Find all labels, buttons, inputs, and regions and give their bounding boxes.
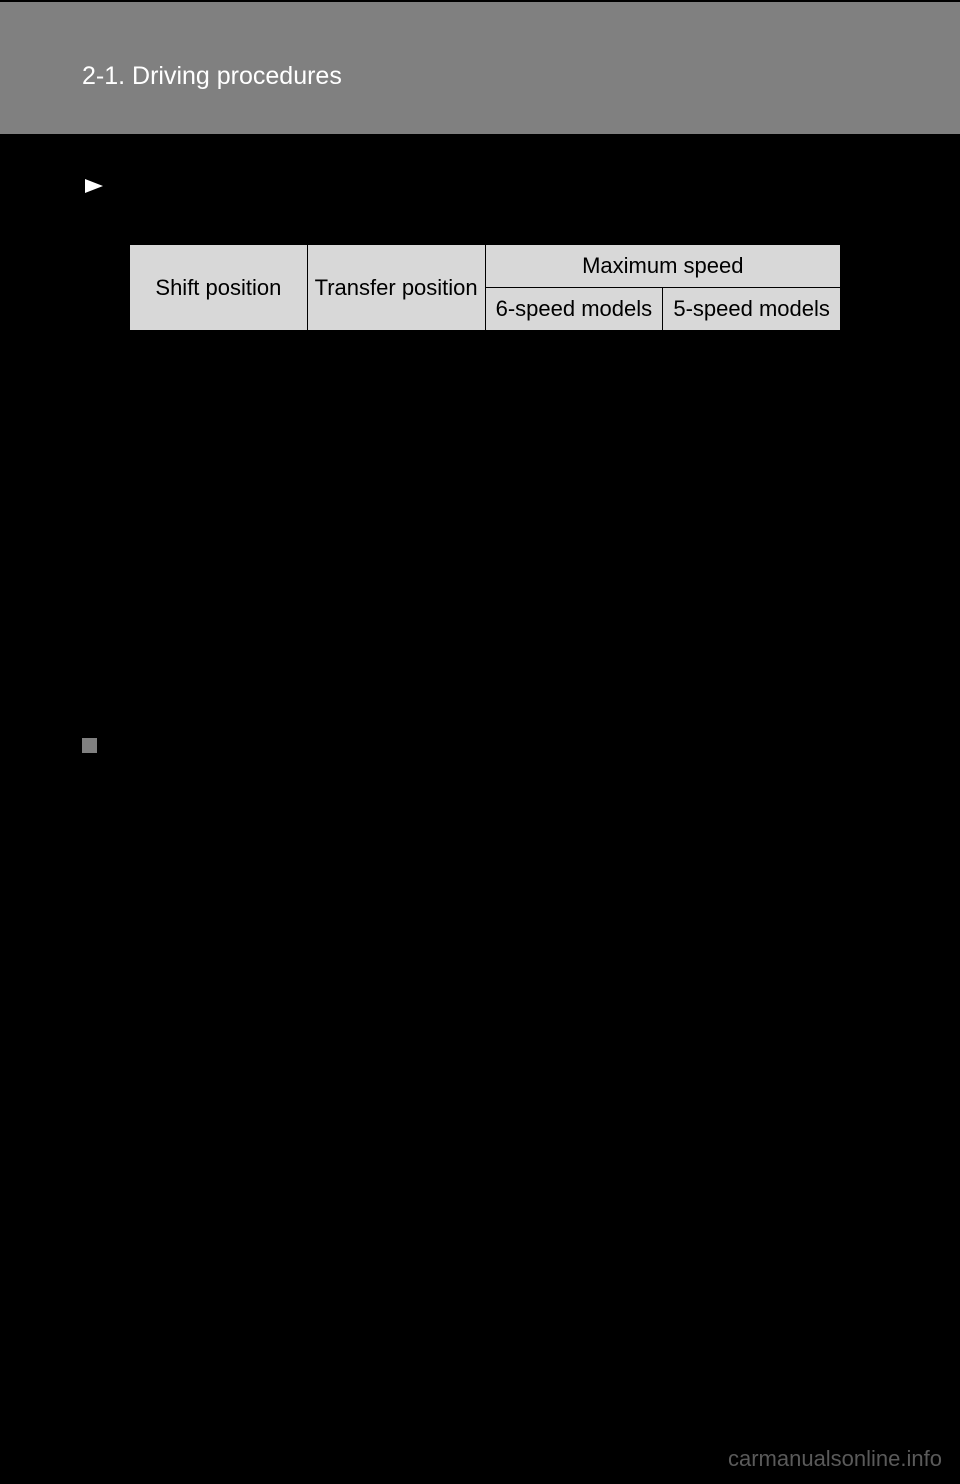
col-maximum-speed: Maximum speed [485, 245, 840, 288]
square-bullet-icon [82, 738, 97, 753]
section-title: 2-1. Driving procedures [82, 62, 960, 91]
col-shift-position: Shift position [130, 245, 308, 331]
arrow-right-icon [82, 176, 106, 196]
content-area: Shift position Transfer position Maximum… [0, 134, 960, 753]
speed-table-wrap: Shift position Transfer position Maximum… [82, 244, 878, 331]
col-transfer-position: Transfer position [307, 245, 485, 331]
page-header-bar: 2-1. Driving procedures [0, 2, 960, 134]
watermark-text: carmanualsonline.info [728, 1446, 942, 1472]
col-6-speed: 6-speed models [485, 288, 663, 331]
col-5-speed: 5-speed models [663, 288, 841, 331]
arrow-bullet-row [82, 176, 878, 196]
speed-table: Shift position Transfer position Maximum… [129, 244, 841, 331]
page-container: 2-1. Driving procedures Shift position T… [0, 2, 960, 753]
table-header-row-1: Shift position Transfer position Maximum… [130, 245, 841, 288]
bullet-row [82, 736, 878, 753]
